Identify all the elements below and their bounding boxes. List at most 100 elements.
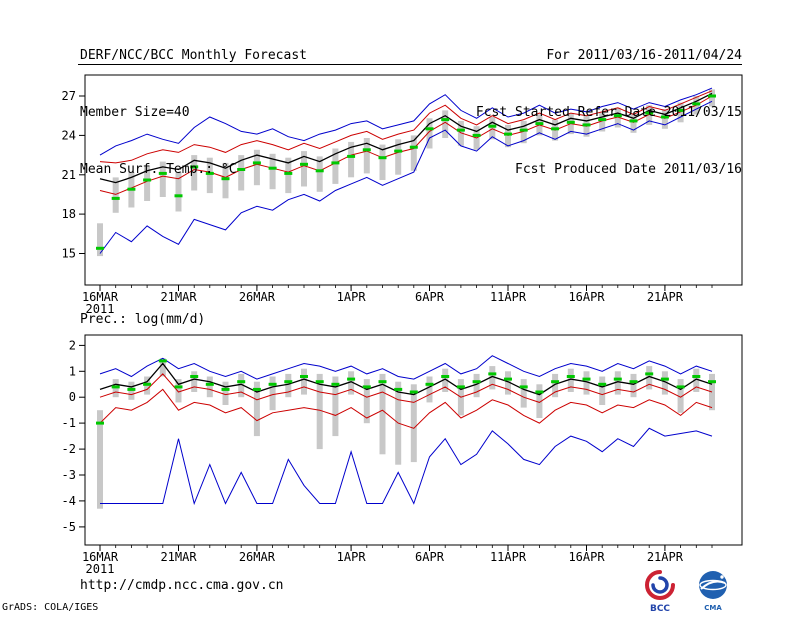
surface-temperature-spread-bar <box>457 120 464 146</box>
surface-temperature-spread-bar <box>630 113 637 133</box>
x-tick-label: 16APR <box>568 550 605 564</box>
surface-temperature-spread-bar <box>285 157 292 194</box>
precipitation-spread-bar <box>583 371 590 395</box>
surface-temperature-spread-bar <box>222 162 229 199</box>
surface-temperature-spread-bar <box>144 165 151 201</box>
refer-date-label: Fcst Started Refer Date 2011/03/15 <box>475 105 742 120</box>
y-tick-label: 15 <box>62 247 76 261</box>
x-tick-label: 11APR <box>490 550 527 564</box>
precipitation-spread-bar <box>238 373 245 398</box>
surface-temperature-lower-quartile-line <box>99 95 713 195</box>
y-tick-label: 2 <box>69 338 76 352</box>
surface-temperature-spread-bar <box>97 223 103 257</box>
surface-temperature-spread-bar <box>410 135 417 171</box>
precipitation-spread-bar <box>159 358 166 377</box>
bcc-logo-blue-swirl <box>651 576 669 594</box>
surface-temperature-spread-bar <box>677 102 684 123</box>
y-tick-label: -5 <box>62 520 76 534</box>
precipitation-spread-bar <box>97 410 103 509</box>
forecast-range-label: For 2011/03/16-2011/04/24 <box>546 48 742 63</box>
precipitation-spread-bar <box>473 373 480 398</box>
x-tick-label: 6APR <box>415 290 445 304</box>
precipitation-ensemble-min-line <box>100 427 713 506</box>
x-tick-label: 11APR <box>490 290 527 304</box>
precipitation-spread-bar <box>442 368 449 392</box>
surface-temperature-spread-bar <box>661 109 668 129</box>
precipitation-spread-bar <box>567 368 574 392</box>
precipitation-spread-bar <box>614 371 621 395</box>
surface-temperature-spread-bar <box>599 111 606 132</box>
surface-temperature-spread-bar <box>206 157 213 194</box>
precipitation-spread-bar <box>348 371 355 395</box>
header-divider <box>78 64 742 65</box>
surface-temperature-spread-bar <box>489 117 496 140</box>
surface-temperature-spread-bar <box>709 89 715 107</box>
surface-temperature-ensemble-max-line <box>99 87 713 156</box>
precipitation-spread-bar <box>552 373 559 398</box>
surface-temperature-spread-bar <box>520 120 527 144</box>
surface-temperature-spread-bar <box>269 153 276 190</box>
x-year-label: 2011 <box>86 562 115 576</box>
precipitation-spread-bar <box>175 379 182 403</box>
y-tick-label: 0 <box>69 390 76 404</box>
surface-temperature-spread-bar <box>505 124 511 148</box>
surface-temperature-upper-quartile-line <box>99 90 713 164</box>
produced-date-label: Fcst Produced Date 2011/03/16 <box>515 162 742 177</box>
header-left: DERF/NCC/BCC Monthly Forecast Member Siz… <box>80 8 307 217</box>
precipitation-spread-bar <box>646 366 653 390</box>
y-tick-label: -1 <box>62 416 76 430</box>
surface-temperature-ensemble-mean-line <box>99 92 713 184</box>
precipitation-spread-bar <box>693 368 700 392</box>
surface-temperature-spread-bar <box>614 107 621 128</box>
member-size-label: Member Size=40 <box>80 105 190 120</box>
bcc-logo-label: BCC <box>650 604 670 614</box>
bcc-logo-red-swirl <box>645 570 675 600</box>
surface-temperature-spread-bar <box>379 144 386 180</box>
precipitation-spread-bar <box>316 373 323 450</box>
precipitation-spread-bar <box>426 376 433 403</box>
x-tick-label: 16MAR <box>82 550 119 564</box>
page-title: DERF/NCC/BCC Monthly Forecast <box>80 48 307 63</box>
cma-logo: CMA <box>699 571 727 612</box>
prec-chart-title: Prec.: log(mm/d) <box>80 312 206 327</box>
precipitation-spread-bar <box>599 376 606 405</box>
precipitation-ensemble-mean-line <box>99 362 713 396</box>
cma-logo-satellite <box>720 575 724 579</box>
surface-temperature-spread-bar <box>238 155 245 191</box>
surface-temperature-spread-bar <box>646 105 653 125</box>
precipitation-spread-bar <box>489 366 496 390</box>
precipitation-spread-bar <box>285 373 292 398</box>
cma-logo-orbit <box>699 579 727 591</box>
precipitation-spread-bar <box>222 381 229 405</box>
y-tick-label: 1 <box>69 364 76 378</box>
precipitation-spread-bar <box>379 373 386 455</box>
x-year-label: 2011 <box>86 302 115 316</box>
y-tick-label: 24 <box>62 128 76 142</box>
precipitation-upper-quartile-line <box>99 373 713 403</box>
precipitation-spread-bar <box>363 379 370 424</box>
surface-temperature-chart: 27 24 21 18 15 16MAR 21MAR 26MAR 1APR 6APR 11APR 16… <box>62 74 743 316</box>
surface-temperature-spread-bar <box>253 149 260 186</box>
precipitation-spread-bar <box>677 379 684 413</box>
surface-temperature-spread-bar <box>191 155 198 191</box>
y-tick-label: -4 <box>62 494 76 508</box>
precipitation-spread-bar <box>191 371 198 392</box>
surface-temperature-spread-bar <box>348 141 355 178</box>
surface-temperature-spread-bar <box>316 156 323 192</box>
x-tick-label: 26MAR <box>239 550 276 564</box>
precipitation-spread-bar <box>520 379 527 408</box>
surface-temperature-spread-bar <box>332 148 339 184</box>
grads-credit: GrADS: COLA/IGES <box>2 602 99 613</box>
precipitation-spread-bar <box>332 376 339 437</box>
bcc-logo: BCC <box>645 570 675 614</box>
precipitation-spread-bar <box>301 368 307 395</box>
x-tick-label: 1APR <box>337 290 367 304</box>
precipitation-spread-bar <box>410 384 417 463</box>
cma-logo-label: CMA <box>704 604 722 612</box>
precipitation-ensemble-max-line <box>99 355 713 380</box>
surface-temperature-spread-bar <box>442 110 449 138</box>
precipitation-spread-bar <box>536 384 543 418</box>
x-tick-label: 21MAR <box>160 290 197 304</box>
